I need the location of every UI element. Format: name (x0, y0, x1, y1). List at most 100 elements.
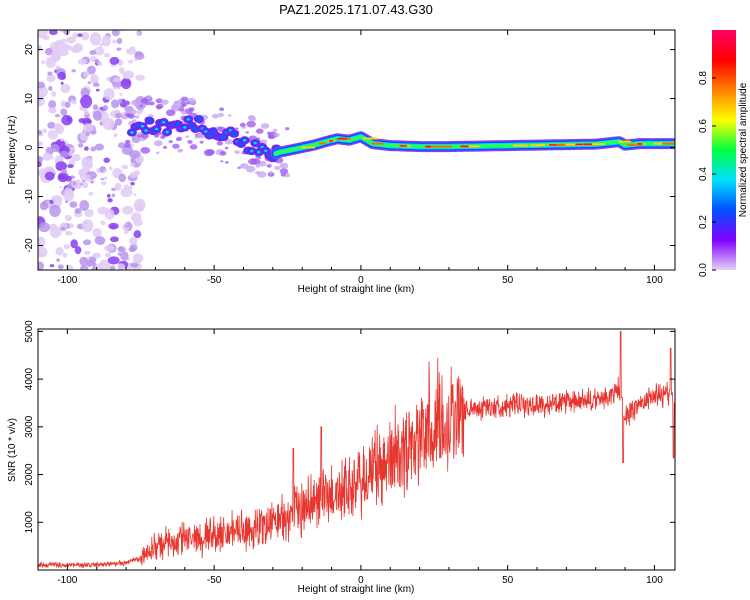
x-tick-label: 0 (358, 275, 364, 286)
spectrogram-noise-blob (38, 130, 43, 135)
spectrogram-noise-blob (57, 264, 64, 270)
spectrogram-noise-blob (109, 166, 113, 170)
spectrogram-noise-blob (124, 230, 129, 235)
spectrogram-noise-blob (114, 182, 122, 191)
spectrogram-noise-blob (234, 150, 240, 155)
spectrogram-noise-blob (178, 107, 185, 112)
spectrogram-noise-blob (257, 171, 267, 178)
spectrogram-noise-blob (103, 88, 115, 100)
colorbar-tick-label: 0.8 (698, 71, 709, 85)
spectrogram-noise-blob (60, 83, 71, 94)
spectrogram-noise-blob (245, 131, 249, 134)
spectrogram-noise-blob (245, 165, 256, 173)
spectrogram-ridge-blob (243, 139, 247, 142)
spectrogram-noise-blob (185, 135, 190, 138)
spectrogram-noise-blob (72, 100, 77, 105)
y-tick-label: -10 (24, 189, 35, 204)
spectrogram-noise-blob (168, 140, 173, 144)
spectrogram-y-axis-label: Frequency (Hz) (7, 116, 18, 185)
spectrogram-noise-blob (84, 174, 91, 180)
spectrogram-noise-blob (120, 251, 129, 261)
spectrogram-noise-blob (84, 208, 94, 218)
spectrogram-ridge-blob (264, 149, 268, 152)
snr-y-ticks: 1000 2000 3000 4000 5000 (24, 320, 675, 533)
spectrogram-noise-blob (38, 140, 44, 147)
spectrogram-noise-blob (186, 101, 191, 105)
spectrogram-ridge-blob (165, 130, 169, 134)
x-tick-label: 50 (502, 275, 514, 286)
spectrogram-noise-blob (176, 138, 180, 141)
spectrogram-noise-blob (81, 107, 88, 112)
spectrogram-noise-blob (110, 99, 120, 109)
spectrogram-noise-blob (130, 212, 142, 223)
spectrogram-noise-blob (134, 115, 140, 119)
spectrogram-ridge-blob (162, 120, 166, 124)
spectrogram-noise-blob (118, 66, 125, 74)
spectrogram-noise-blob (106, 76, 111, 82)
spectrogram-noise-blob (82, 239, 92, 246)
spectrogram-noise-blob (38, 81, 46, 89)
spectrogram-noise-blob (38, 155, 44, 163)
spectrogram-noise-blob (88, 257, 97, 263)
spectrogram-noise-blob (92, 110, 102, 121)
spectrogram-noise-blob (109, 265, 116, 270)
spectrogram-noise-blob (116, 37, 123, 44)
spectrogram-noise-blob (131, 99, 140, 106)
spectrogram-noise-blob (112, 77, 121, 83)
spectrogram-noise-blob (57, 71, 67, 81)
spectrogram-noise-blob (104, 252, 112, 258)
spectrogram-noise-blob (103, 176, 108, 181)
spectrogram-noise-blob (120, 187, 133, 198)
spectrogram-noise-blob (38, 30, 48, 39)
spectrogram-noise-blob (42, 128, 48, 134)
spectrogram-noise-blob (74, 207, 82, 214)
spectrogram-noise-blob (123, 142, 131, 148)
spectrogram-noise-blob (261, 123, 270, 129)
spectrogram-noise-blob (132, 259, 137, 264)
spectrogram-noise-blob (82, 181, 89, 189)
spectrogram-noise-blob (49, 204, 61, 218)
spectrogram-noise-blob (124, 224, 130, 228)
spectrogram-noise-blob (117, 98, 123, 104)
spectrogram-noise-blob (86, 119, 92, 124)
spectrogram-noise-blob (62, 252, 68, 259)
spectrogram-noise-blob (81, 156, 93, 167)
spectrogram-ridge-blob (186, 118, 190, 121)
spectrogram-noise-blob (38, 85, 48, 98)
spectrogram-noise-blob (97, 61, 103, 66)
spectrogram-noise-blob (81, 31, 90, 41)
spectrogram-noise-blob (118, 173, 127, 183)
colorbar-tick-label: 0.4 (698, 167, 709, 181)
spectrogram-noise-blob (135, 31, 140, 36)
spectrogram-noise-blob (120, 77, 132, 90)
spectrogram-noise-blob (38, 236, 46, 248)
spectrogram-noise-blob (80, 87, 90, 98)
spectrogram-noise-blob (224, 146, 229, 150)
spectrogram-noise-blob (111, 187, 116, 192)
spectrogram-noise-blob (127, 113, 135, 119)
spectrogram-noise-blob (279, 168, 289, 175)
spectrogram-noise-blob (51, 195, 63, 203)
spectrogram-noise-blob (283, 173, 291, 178)
spectrogram-noise-blob (165, 109, 176, 117)
spectrogram-noise-blob (49, 226, 62, 239)
spectrogram-noise-blob (136, 110, 142, 115)
x-tick-label: -100 (57, 575, 77, 586)
spectrogram-noise-blob (160, 99, 169, 106)
spectrogram-noise-blob (63, 188, 75, 202)
spectrogram-noise-blob (78, 168, 87, 177)
y-tick-label: 10 (24, 93, 35, 105)
spectrogram-noise-blob (45, 47, 53, 56)
spectrogram-noise-blob (224, 138, 233, 145)
spectrogram-ridge-blob (154, 127, 159, 131)
x-tick-label: 50 (502, 575, 514, 586)
spectrogram-noise-blob (48, 99, 57, 109)
spectrogram-border (37, 29, 676, 271)
spectrogram-noise-blob (79, 264, 89, 270)
spectrogram-noise-blob (156, 106, 162, 110)
spectrogram-noise-blob (280, 173, 286, 177)
spectrogram-ridge-blob (250, 149, 254, 153)
spectrogram-noise-blob (61, 114, 73, 126)
spectrogram-noise-blob (38, 253, 44, 258)
spectrogram-noise-blob (108, 222, 119, 230)
